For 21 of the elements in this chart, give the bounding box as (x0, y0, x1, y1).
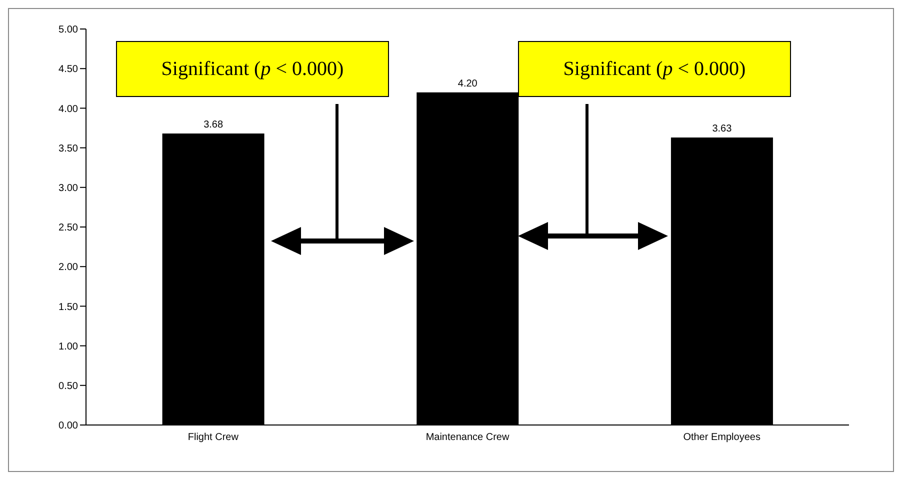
y-tick-label: 2.50 (58, 222, 78, 234)
data-label: 3.68 (204, 120, 224, 131)
annotation: Significant (p < 0.000) (161, 58, 344, 80)
y-tick-label: 2.00 (58, 262, 78, 274)
y-tick-label: 5.00 (58, 24, 78, 36)
x-tick-label: Flight Crew (188, 432, 240, 444)
data-label: 3.63 (712, 124, 732, 135)
y-tick-label: 1.50 (58, 302, 78, 313)
data-label: 4.20 (458, 78, 478, 90)
y-tick-label: 1.00 (58, 341, 78, 352)
y-tick-label: 0.00 (58, 420, 78, 432)
callout-box: Significant (p < 0.000) (518, 41, 791, 97)
annotation: Significant (p < 0.000) (563, 58, 746, 80)
y-tick-label: 0.50 (58, 380, 78, 392)
y-tick-label: 4.00 (58, 104, 78, 115)
x-tick-label: Other Employees (683, 432, 760, 444)
y-tick-label: 3.00 (58, 182, 78, 194)
y-tick-label: 4.50 (58, 64, 78, 76)
x-tick-label: Maintenance Crew (426, 432, 510, 444)
callout-box: Significant (p < 0.000) (116, 41, 389, 97)
y-tick-label: 3.50 (58, 143, 78, 154)
